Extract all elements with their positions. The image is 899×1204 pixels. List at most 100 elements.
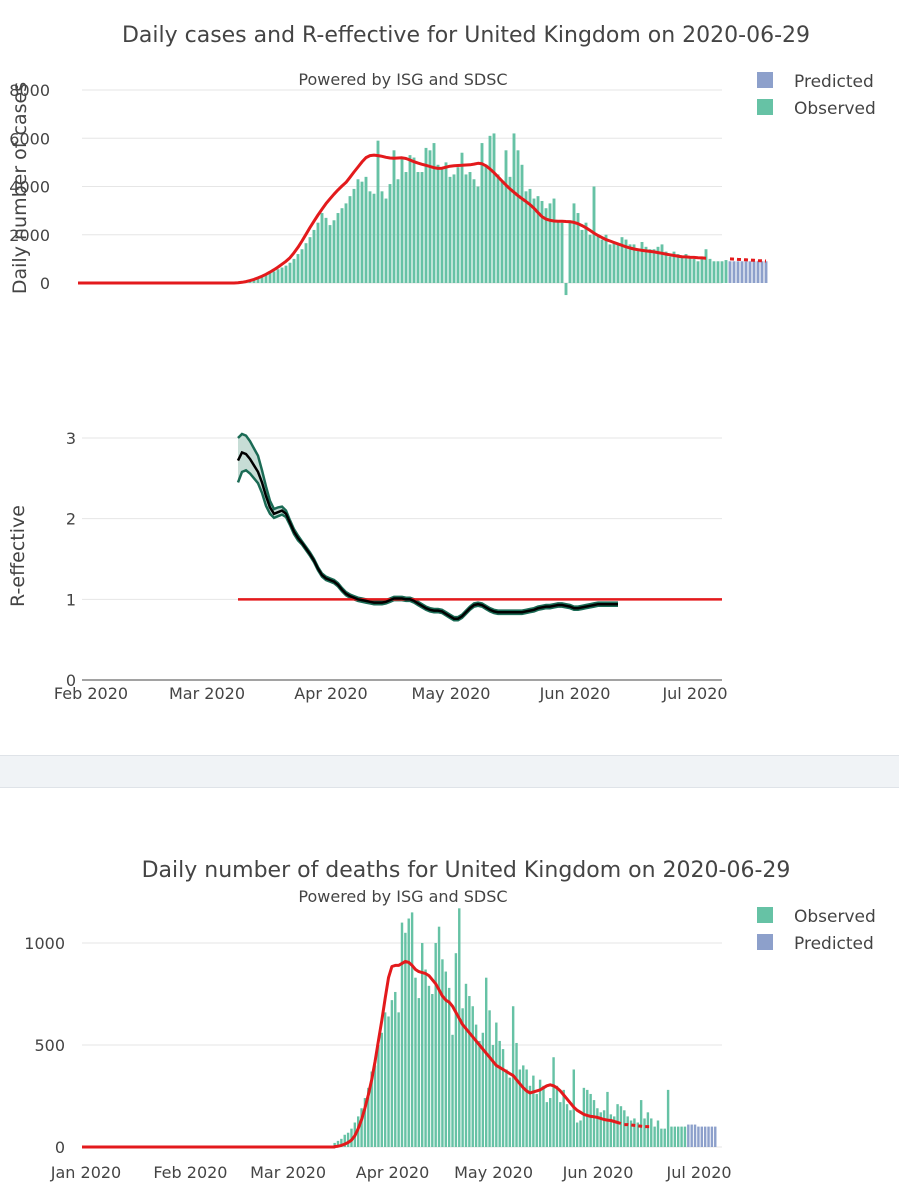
observed-bar <box>476 186 480 283</box>
legend-label-predicted[interactable]: Predicted <box>794 934 874 954</box>
observed-bar <box>451 1034 454 1147</box>
observed-bar <box>604 234 608 283</box>
legend-label-predicted[interactable]: Predicted <box>794 72 874 92</box>
observed-bar <box>522 1065 525 1147</box>
observed-bar <box>478 1040 481 1147</box>
observed-bar <box>532 198 536 283</box>
observed-bar <box>656 1120 660 1147</box>
observed-bar <box>304 243 308 283</box>
observed-bar <box>672 251 676 283</box>
observed-bar <box>680 1126 683 1147</box>
y-tick-label: 0 <box>40 274 50 293</box>
observed-bar <box>636 249 640 283</box>
observed-bar <box>582 1087 586 1147</box>
observed-bar <box>688 256 692 283</box>
observed-bar <box>474 1024 478 1147</box>
observed-bar <box>692 258 696 283</box>
observed-bar <box>644 246 648 283</box>
observed-bar <box>673 1126 677 1147</box>
observed-bar <box>616 244 620 283</box>
deaths-legend[interactable]: Observed Predicted <box>757 907 876 954</box>
y-tick-label: 1000 <box>24 934 65 953</box>
legend-label-observed[interactable]: Observed <box>794 907 876 927</box>
chart-subtitle: Powered by ISG and SDSC <box>298 70 507 89</box>
observed-bar <box>340 1138 343 1147</box>
observed-bar <box>520 164 524 283</box>
observed-bar <box>484 164 488 283</box>
observed-bar <box>496 174 500 283</box>
observed-bar <box>396 179 400 283</box>
observed-bar <box>356 179 360 283</box>
observed-bar <box>412 157 416 283</box>
trend-line <box>78 153 707 285</box>
observed-bar <box>501 1049 505 1147</box>
observed-bar <box>588 234 592 283</box>
observed-bar <box>336 1140 340 1147</box>
observed-bar <box>458 908 461 1147</box>
observed-bar <box>488 1010 491 1147</box>
legend-swatch-predicted[interactable] <box>757 72 773 88</box>
observed-bar <box>652 249 656 283</box>
observed-bar <box>383 1012 387 1147</box>
legend-swatch-predicted[interactable] <box>757 934 773 950</box>
cases-bars <box>236 133 768 296</box>
observed-bar <box>272 271 276 283</box>
observed-bar <box>716 261 720 283</box>
r-confidence-band <box>236 432 618 622</box>
observed-bar <box>484 977 488 1147</box>
deaths-bars <box>333 908 717 1147</box>
legend-label-observed[interactable]: Observed <box>794 99 876 119</box>
predicted-bar <box>760 261 764 283</box>
observed-bar <box>481 1032 485 1147</box>
observed-bar <box>260 276 264 283</box>
observed-bar <box>612 241 616 283</box>
observed-bar <box>556 220 560 283</box>
observed-bar <box>373 1065 377 1147</box>
r-gridlines <box>82 437 722 681</box>
observed-bar <box>332 220 336 283</box>
observed-bar <box>324 217 328 283</box>
observed-bar <box>640 241 644 283</box>
observed-bar <box>629 1120 633 1147</box>
legend-swatch-observed[interactable] <box>757 907 773 923</box>
observed-bar <box>579 1120 582 1147</box>
observed-bar <box>623 1110 626 1147</box>
observed-bar <box>410 912 414 1147</box>
x-tick-label: Mar 2020 <box>250 1163 326 1182</box>
observed-bar <box>468 172 472 283</box>
y-tick-label: 3 <box>66 429 76 448</box>
observed-bar <box>352 188 356 283</box>
deaths-x-axis: Jan 2020 Feb 2020 Mar 2020 Apr 2020 May 2020… <box>50 1163 732 1182</box>
observed-bar <box>508 1077 512 1147</box>
trend-line-predicted <box>624 1123 652 1129</box>
predicted-bar <box>700 1126 704 1147</box>
observed-bar <box>387 1016 390 1147</box>
observed-bar <box>464 174 468 283</box>
predicted-bar <box>714 1126 717 1147</box>
observed-bar <box>464 983 468 1147</box>
cases-legend[interactable]: Predicted Observed <box>757 72 876 119</box>
observed-bar <box>392 150 396 283</box>
observed-bar <box>388 184 392 283</box>
observed-bar <box>377 1045 380 1147</box>
observed-bar <box>559 1102 562 1147</box>
x-tick-label: Jun 2020 <box>539 684 611 703</box>
legend-swatch-observed[interactable] <box>757 99 773 115</box>
observed-bar <box>471 1006 474 1147</box>
observed-bar <box>312 229 316 283</box>
observed-bar <box>704 249 708 283</box>
observed-bar <box>646 1112 650 1147</box>
deaths-subtitle: Powered by ISG and SDSC <box>298 887 507 906</box>
observed-bar <box>632 244 636 283</box>
observed-bar <box>292 258 296 283</box>
observed-bar <box>589 1093 592 1147</box>
observed-bar <box>300 249 304 283</box>
predicted-bar <box>740 261 744 283</box>
observed-bar <box>540 200 544 283</box>
observed-bar <box>560 222 564 283</box>
observed-bar <box>608 244 612 283</box>
observed-bar <box>616 1104 619 1147</box>
observed-bar <box>408 155 412 283</box>
observed-bar <box>444 162 448 283</box>
observed-bar <box>308 237 312 283</box>
